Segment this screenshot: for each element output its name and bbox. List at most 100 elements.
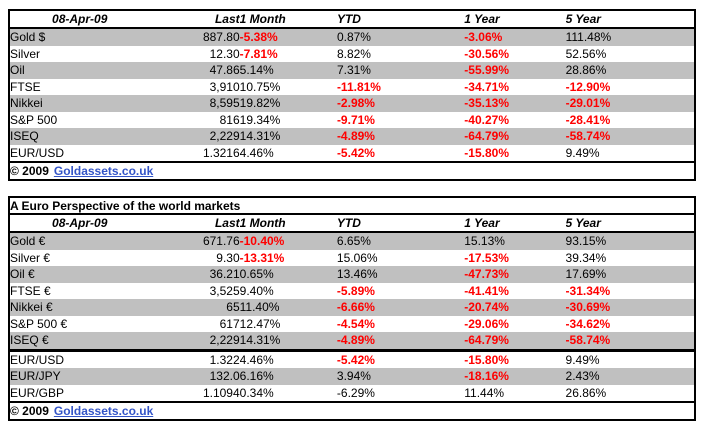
pct-value: -11.81%	[336, 79, 381, 94]
euro-table-title: A Euro Perspective of the world markets	[9, 197, 695, 215]
pct-value: -34.71%	[464, 79, 509, 94]
pct-value: -41.41%	[464, 283, 509, 298]
pct-value: -6.29%	[336, 385, 375, 400]
table-row: Oil 47.86 5.14% 7.31% -55.99% 28.86%	[9, 62, 695, 79]
table-row: Nikkei €65 11.40% -6.66% -20.74% -30.69%	[9, 299, 695, 316]
last-value: 2,229	[149, 332, 240, 350]
euro-title-row: A Euro Perspective of the world markets	[9, 197, 695, 215]
pct-value: 0.34%	[239, 385, 274, 400]
last-value: 671.76	[149, 232, 240, 250]
euro-header-row: 08-Apr-09 Last 1 Month YTD 1 Year 5 Year	[9, 214, 695, 233]
last-value: 132.0	[149, 368, 240, 385]
pct-value: -15.80%	[464, 145, 509, 160]
pct-value: -30.56%	[464, 46, 509, 61]
last-value: 2,229	[149, 128, 240, 145]
table-row: FTSE 3,910 10.75% -11.81% -34.71% -12.90%	[9, 79, 695, 96]
table-row: Silver € 9.30 -13.31% 15.06% -17.53% 39.34%	[9, 250, 695, 267]
pct-value: -29.01%	[565, 95, 695, 112]
usd-header-row: 08-Apr-09 Last 1 Month YTD 1 Year 5 Year	[9, 10, 695, 29]
row-label: FTSE	[10, 79, 41, 94]
pct-value: -17.53%	[464, 250, 509, 265]
last-value: 3,525	[209, 283, 240, 298]
row-label: Silver €	[10, 250, 51, 265]
last-value: 9.30	[216, 250, 240, 265]
pct-value: -6.66%	[336, 299, 465, 316]
pct-value: 14.31%	[239, 332, 337, 350]
pct-value: 11.40%	[239, 299, 337, 316]
row-label: Nikkei	[9, 95, 150, 112]
pct-value: -35.13%	[464, 95, 566, 112]
pct-value: 6.16%	[239, 368, 337, 385]
pct-value: -9.71%	[336, 112, 375, 127]
pct-value: -30.69%	[565, 299, 695, 316]
row-label: Gold €	[9, 232, 150, 250]
last-value: 1.322	[149, 348, 240, 368]
table-row: EUR/USD 1.322 4.46% -5.42% -15.80% 9.49%	[9, 348, 695, 368]
pct-value: 111.48%	[565, 28, 695, 46]
last-value: 816	[219, 112, 240, 127]
copyright-footer: © 2009 Goldassets.co.uk	[9, 161, 695, 180]
pct-value: -40.27%	[464, 112, 509, 127]
pct-value: -7.81%	[239, 46, 278, 61]
pct-value: -12.90%	[565, 79, 611, 94]
last-value: 3,910	[209, 79, 240, 94]
pct-value: -47.73%	[464, 266, 566, 283]
row-label: Oil	[9, 62, 150, 79]
pct-value: -31.34%	[565, 283, 611, 298]
pct-value: 11.44%	[464, 385, 505, 400]
pct-value: 7.31%	[336, 62, 465, 79]
goldassets-link[interactable]: Goldassets.co.uk	[53, 404, 154, 418]
row-label: ISEQ	[9, 128, 150, 145]
pct-value: 0.87%	[336, 28, 465, 46]
pct-value: 14.31%	[239, 128, 337, 145]
pct-value: 3.94%	[336, 368, 465, 385]
pct-value: 19.82%	[239, 95, 337, 112]
copyright-text: © 2009	[10, 164, 49, 178]
column-header-last: Last	[149, 10, 240, 29]
table-row: EUR/GBP 1.1094 0.34% -6.29% 11.44% 26.86%	[9, 385, 695, 403]
pct-value: -5.42%	[336, 348, 465, 368]
row-label: Silver	[10, 46, 41, 61]
column-header-ytd: YTD	[336, 214, 465, 233]
pct-value: -15.80%	[464, 348, 566, 368]
pct-value: -64.79%	[464, 128, 566, 145]
usd-markets-table: 08-Apr-09 Last 1 Month YTD 1 Year 5 Year…	[8, 9, 696, 181]
pct-value: 15.06%	[336, 250, 378, 265]
row-label: EUR/USD	[9, 348, 150, 368]
table-row: EUR/JPY 132.0 6.16% 3.94% -18.16% 2.43%	[9, 368, 695, 385]
pct-value: 4.46%	[239, 145, 274, 160]
column-header-5year: 5 Year	[565, 214, 695, 233]
pct-value: -18.16%	[464, 368, 566, 385]
pct-value: -58.74%	[565, 332, 695, 350]
row-label: FTSE €	[10, 283, 51, 298]
pct-value: 4.46%	[239, 348, 337, 368]
last-value: 1.1094	[202, 385, 240, 400]
pct-value: 9.49%	[565, 348, 695, 368]
column-header-last: Last	[149, 214, 240, 233]
table-row: Oil €36.21 0.65% 13.46% -47.73% 17.69%	[9, 266, 695, 283]
pct-value: 12.47%	[239, 316, 281, 331]
goldassets-link[interactable]: Goldassets.co.uk	[53, 164, 154, 178]
pct-value: -55.99%	[464, 62, 566, 79]
last-value: 887.80	[149, 28, 240, 46]
date-header: 08-Apr-09	[9, 214, 150, 233]
pct-value: -4.89%	[336, 332, 465, 350]
column-header-1year: 1 Year	[464, 10, 566, 29]
copyright-text: © 2009	[10, 404, 49, 418]
pct-value: 17.69%	[565, 266, 695, 283]
pct-value: -3.06%	[464, 28, 566, 46]
pct-value: -34.62%	[565, 316, 611, 331]
last-value: 12.30	[209, 46, 240, 61]
euro-markets-table: A Euro Perspective of the world markets …	[8, 196, 696, 421]
table-row: ISEQ €2,229 14.31% -4.89% -64.79% -58.74%	[9, 332, 695, 350]
table-row: Gold €671.76 -10.40% 6.65% 15.13% 93.15%	[9, 232, 695, 250]
table-row: S&P 500 816 19.34% -9.71% -40.27% -28.41%	[9, 112, 695, 129]
table-row: S&P 500 € 617 12.47% -4.54% -29.06% -34.62%	[9, 316, 695, 333]
column-header-5year: 5 Year	[565, 10, 695, 29]
pct-value: 52.56%	[565, 46, 607, 61]
table-row: EUR/USD 1.3216 4.46% -5.42% -15.80% 9.49%	[9, 145, 695, 163]
pct-value: 19.34%	[239, 112, 281, 127]
pct-value: -10.40%	[239, 232, 337, 250]
pct-value: 39.34%	[565, 250, 607, 265]
